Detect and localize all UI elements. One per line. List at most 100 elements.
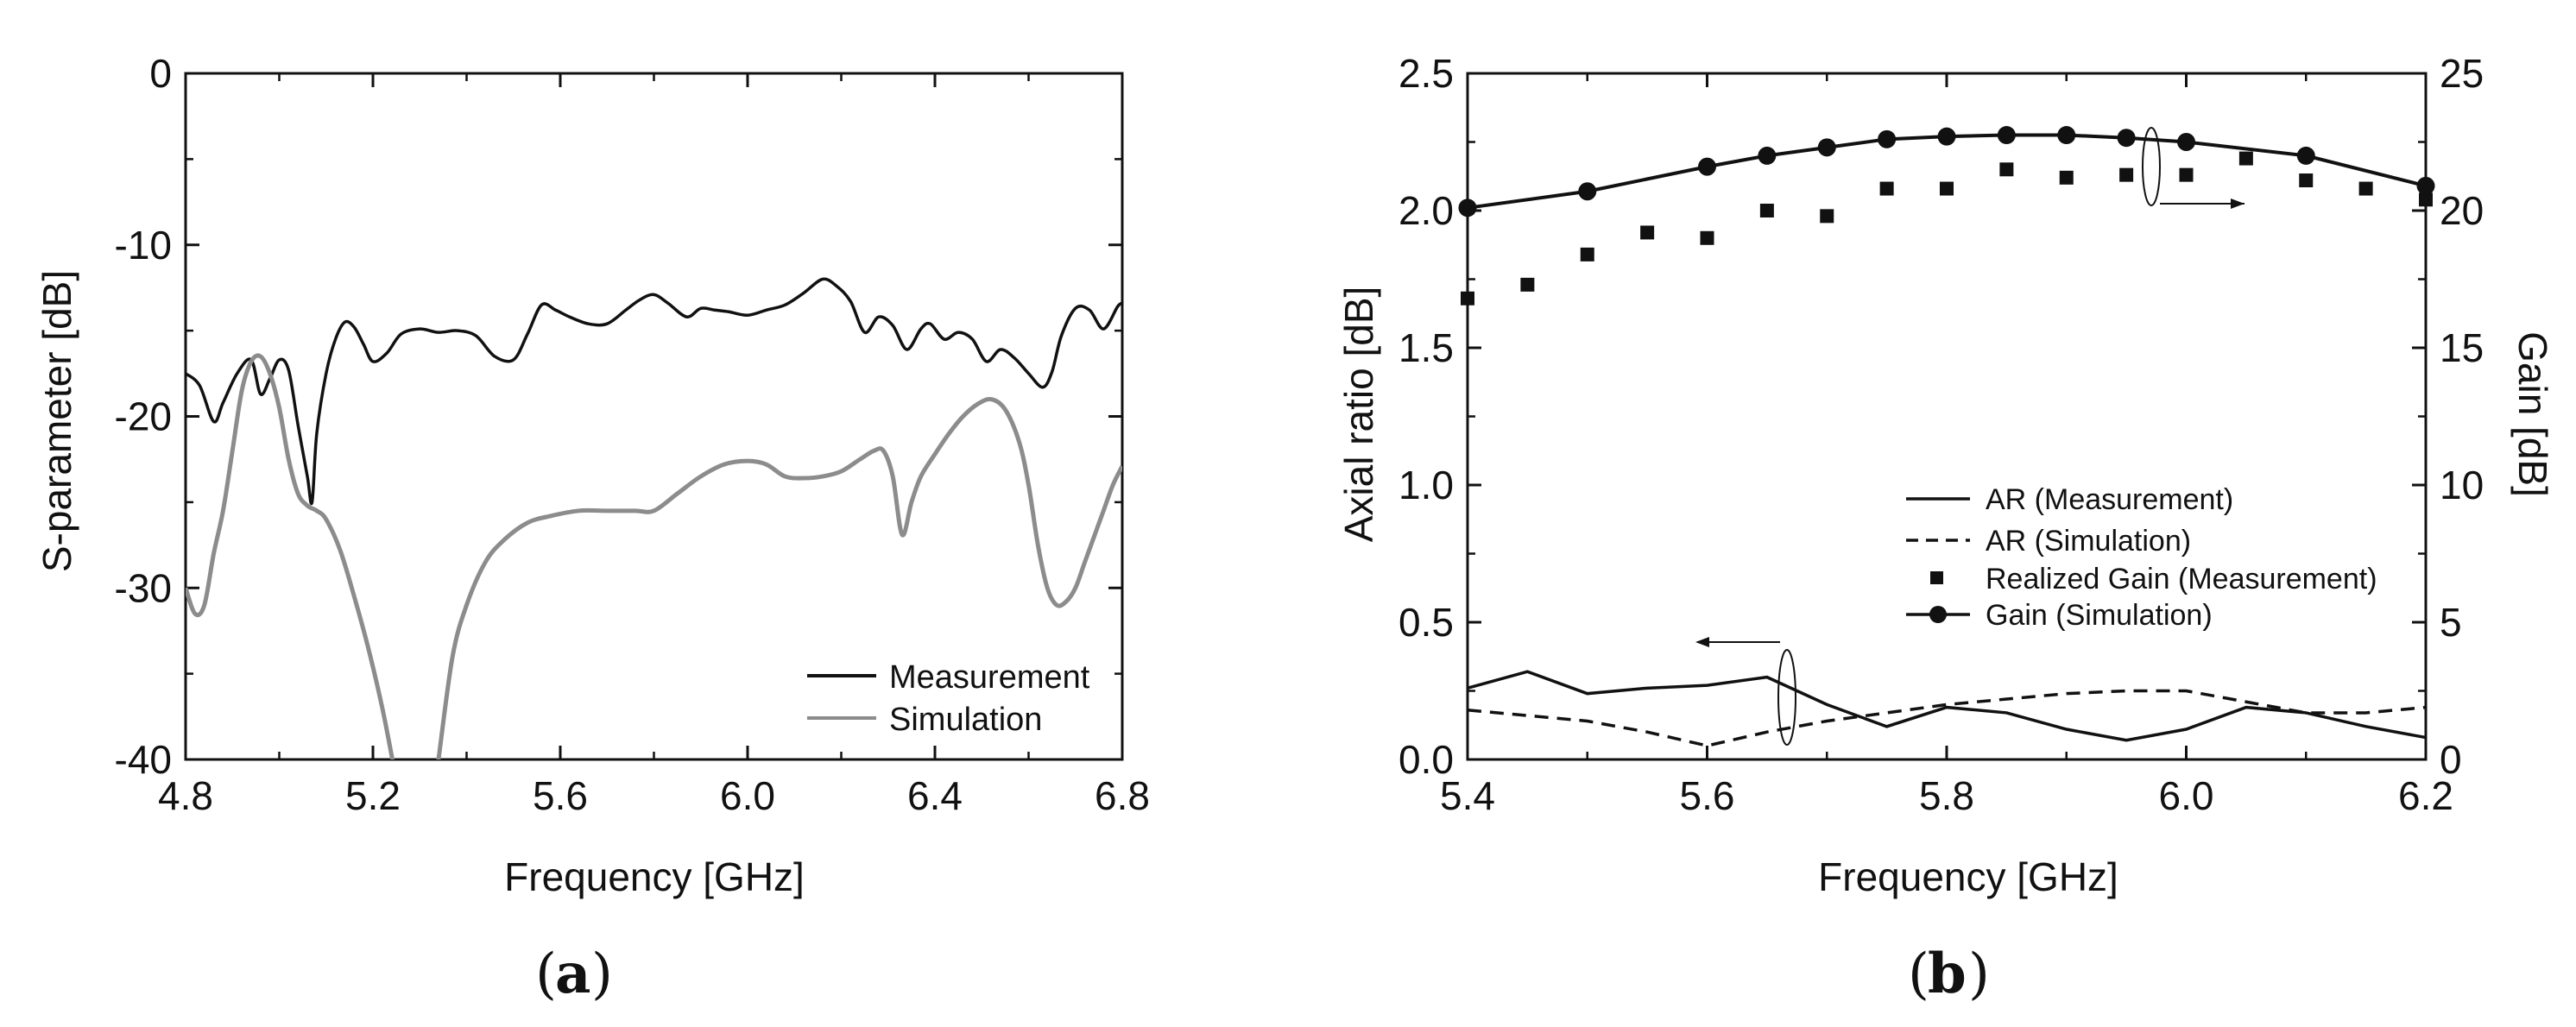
y-tick-label-left: 2.5 (1398, 51, 1454, 96)
realized-gain-point (1700, 230, 1714, 245)
realized-gain-point (2238, 151, 2253, 166)
y-tick-label-left: 2.0 (1398, 188, 1454, 233)
legend-label-ar-measurement: AR (Measurement) (1986, 483, 2233, 516)
realized-gain-point (1999, 162, 2014, 177)
y-tick-label: -40 (115, 737, 172, 782)
legend-label-measurement: Measurement (889, 659, 1090, 696)
chart-b-axial-ratio-gain: 5.4 5.6 5.8 6.0 6.2 0.0 0.5 1.0 1.5 2.0 2.5 0 5 10 15 2… (1336, 51, 2555, 1006)
x-tick-label: 6.8 (1095, 773, 1150, 818)
gain-simulation-point (1997, 126, 2016, 145)
legend-swatch-realized-gain (1930, 571, 1943, 584)
gain-simulation-point (1937, 127, 1956, 146)
ar-curves-ellipse-marker (1777, 649, 1796, 746)
legend-swatch-gain-simulation-marker (1929, 606, 1947, 623)
chart-a-y-axis-label: S-parameter [dB] (35, 270, 79, 572)
svg-text:): ) (591, 942, 613, 1006)
y-tick-label: -10 (115, 223, 172, 268)
realized-gain-point (1640, 225, 1655, 240)
y-tick-label-left: 0.0 (1398, 737, 1454, 782)
x-tick-label: 5.8 (1919, 773, 1974, 818)
y-tick-label-right: 5 (2440, 600, 2462, 645)
x-tick-label: 6.2 (2398, 773, 2453, 818)
chart-a-s-parameter: 4.8 5.2 5.6 6.0 6.4 6.8 -40 -30 -20 -10 0 Measurem… (35, 51, 1150, 1006)
realized-gain-point (2059, 170, 2074, 185)
legend-label-gain-simulation: Gain (Simulation) (1986, 599, 2213, 632)
chart-a-plot-frame (184, 72, 1124, 761)
y-tick-label-right: 0 (2440, 737, 2462, 782)
gain-simulation-point (1578, 182, 1597, 201)
x-tick-label: 5.6 (1680, 773, 1735, 818)
realized-gain-point (1820, 209, 1834, 224)
realized-gain-point (2119, 167, 2134, 182)
chart-b-legend: AR (Measurement) AR (Simulation) Realize… (1906, 483, 2377, 632)
chart-b-plot-frame (1466, 72, 2428, 761)
realized-gain-point (1879, 181, 1894, 196)
gain-simulation-point (1817, 138, 1836, 157)
chart-b-ticks: 5.4 5.6 5.8 6.0 6.2 0.0 0.5 1.0 1.5 2.0 2.5 0 5 10 15 2… (1398, 51, 2484, 818)
chart-a-x-axis-label: Frequency [GHz] (504, 854, 805, 899)
x-tick-label: 6.0 (720, 773, 775, 818)
x-tick-label: 4.8 (158, 773, 213, 818)
svg-text:): ) (1968, 942, 1990, 1006)
y-tick-label-left: 1.5 (1398, 325, 1454, 370)
realized-gain-point (1520, 277, 1535, 292)
series-line-simulation (186, 353, 1122, 759)
y-tick-label-right: 15 (2440, 325, 2484, 370)
chart-b-panel-label: ( b ) (1908, 942, 1990, 1006)
realized-gain-point (1759, 204, 1774, 217)
chart-a-series (186, 277, 1122, 759)
y-tick-label-right: 20 (2440, 188, 2484, 233)
chart-a-legend: Measurement Simulation (807, 659, 1090, 738)
svg-text:(: ( (1908, 942, 1929, 1006)
realized-gain-point (2358, 181, 2373, 196)
y-tick-label-right: 10 (2440, 463, 2484, 507)
realized-gain-point (1580, 247, 1594, 261)
gain-simulation-point (1878, 129, 1897, 148)
left-arrow-head (1695, 637, 1709, 647)
gain-curves-ellipse-marker (2142, 127, 2161, 206)
legend-label-simulation: Simulation (889, 702, 1042, 738)
gain-simulation-point (2057, 126, 2076, 145)
gain-simulation-point (2177, 133, 2195, 151)
chart-a-panel-label: ( a ) (535, 942, 613, 1006)
x-tick-label: 5.6 (533, 773, 588, 818)
series-line-ar-measurement (1467, 670, 2427, 742)
y-tick-label: -20 (115, 394, 172, 439)
chart-b-panel-letter: b (1928, 942, 1967, 1006)
chart-a-ticks: 4.8 5.2 5.6 6.0 6.4 6.8 -40 -30 -20 -10 0 (115, 51, 1150, 818)
legend-label-ar-simulation: AR (Simulation) (1986, 525, 2191, 558)
x-tick-label: 6.0 (2159, 773, 2214, 818)
y-tick-label: 0 (149, 51, 172, 96)
realized-gain-point (2299, 173, 2314, 188)
gain-simulation-point (2416, 176, 2435, 195)
realized-gain-point (1461, 291, 1474, 306)
right-arrow-head (2231, 198, 2245, 209)
chart-b-series (1458, 126, 2435, 747)
y-tick-label-left: 1.0 (1398, 463, 1454, 507)
chart-b-y-axis-label-left: Axial ratio [dB] (1336, 287, 1381, 543)
svg-text:(: ( (535, 942, 557, 1006)
realized-gain-point (2179, 167, 2194, 182)
x-tick-label: 5.4 (1440, 773, 1495, 818)
y-tick-label-left: 0.5 (1398, 600, 1454, 645)
gain-simulation-point (1758, 146, 1777, 165)
x-tick-label: 6.4 (907, 773, 963, 818)
chart-b-y-axis-label-right: Gain [dB] (2510, 331, 2555, 497)
gain-simulation-point (1698, 157, 1716, 176)
gain-simulation-point (2296, 146, 2315, 165)
legend-label-realized-gain: Realized Gain (Measurement) (1986, 563, 2377, 595)
gain-simulation-point (2117, 129, 2136, 148)
realized-gain-point (2419, 192, 2433, 207)
realized-gain-point (1940, 181, 1954, 196)
x-tick-label: 5.2 (345, 773, 401, 818)
series-line-gain-simulation (1467, 133, 2427, 210)
chart-a-panel-letter: a (555, 942, 590, 1006)
chart-b-x-axis-label: Frequency [GHz] (1818, 854, 2118, 899)
y-tick-label-right: 25 (2440, 51, 2484, 96)
y-tick-label: -30 (115, 565, 172, 610)
chart-b-annotations (1695, 127, 2245, 746)
series-line-ar-simulation (1467, 689, 2427, 747)
series-line-measurement (186, 277, 1122, 506)
gain-simulation-point (1458, 198, 1477, 217)
